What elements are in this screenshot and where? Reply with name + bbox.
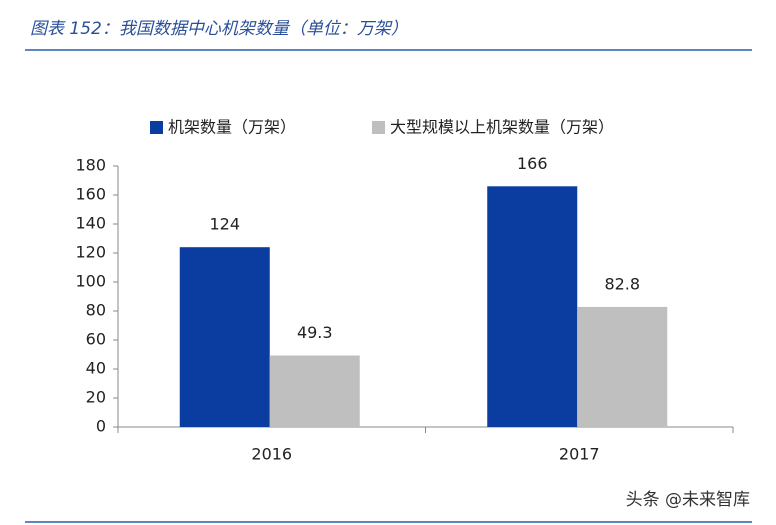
watermark: 头条 @未来智库 (626, 490, 750, 510)
value-label: 82.8 (604, 274, 640, 293)
y-tick-label: 80 (86, 301, 106, 320)
bar (269, 355, 360, 427)
y-tick-label: 140 (75, 214, 106, 233)
legend-swatch (372, 121, 385, 134)
y-tick-label: 100 (75, 272, 106, 291)
x-tick-label: 2017 (559, 445, 600, 464)
legend-swatch (150, 121, 163, 134)
y-tick-label: 40 (86, 359, 106, 378)
legend-label: 机架数量（万架） (168, 118, 296, 137)
y-tick-label: 60 (86, 330, 106, 349)
bar (179, 247, 270, 427)
y-tick-label: 20 (86, 388, 106, 407)
y-tick-label: 120 (75, 243, 106, 262)
value-label: 49.3 (297, 323, 333, 342)
bar (487, 186, 578, 427)
x-tick-label: 2016 (251, 445, 292, 464)
y-tick-label: 180 (75, 156, 106, 175)
bar (577, 306, 668, 427)
chart-title: 图表 152：我国数据中心机架数量（单位：万架） (30, 19, 408, 39)
legend-label: 大型规模以上机架数量（万架） (390, 118, 614, 137)
value-label: 166 (517, 154, 548, 173)
y-tick-label: 160 (75, 185, 106, 204)
value-label: 124 (209, 215, 240, 234)
y-tick-label: 0 (96, 417, 106, 436)
